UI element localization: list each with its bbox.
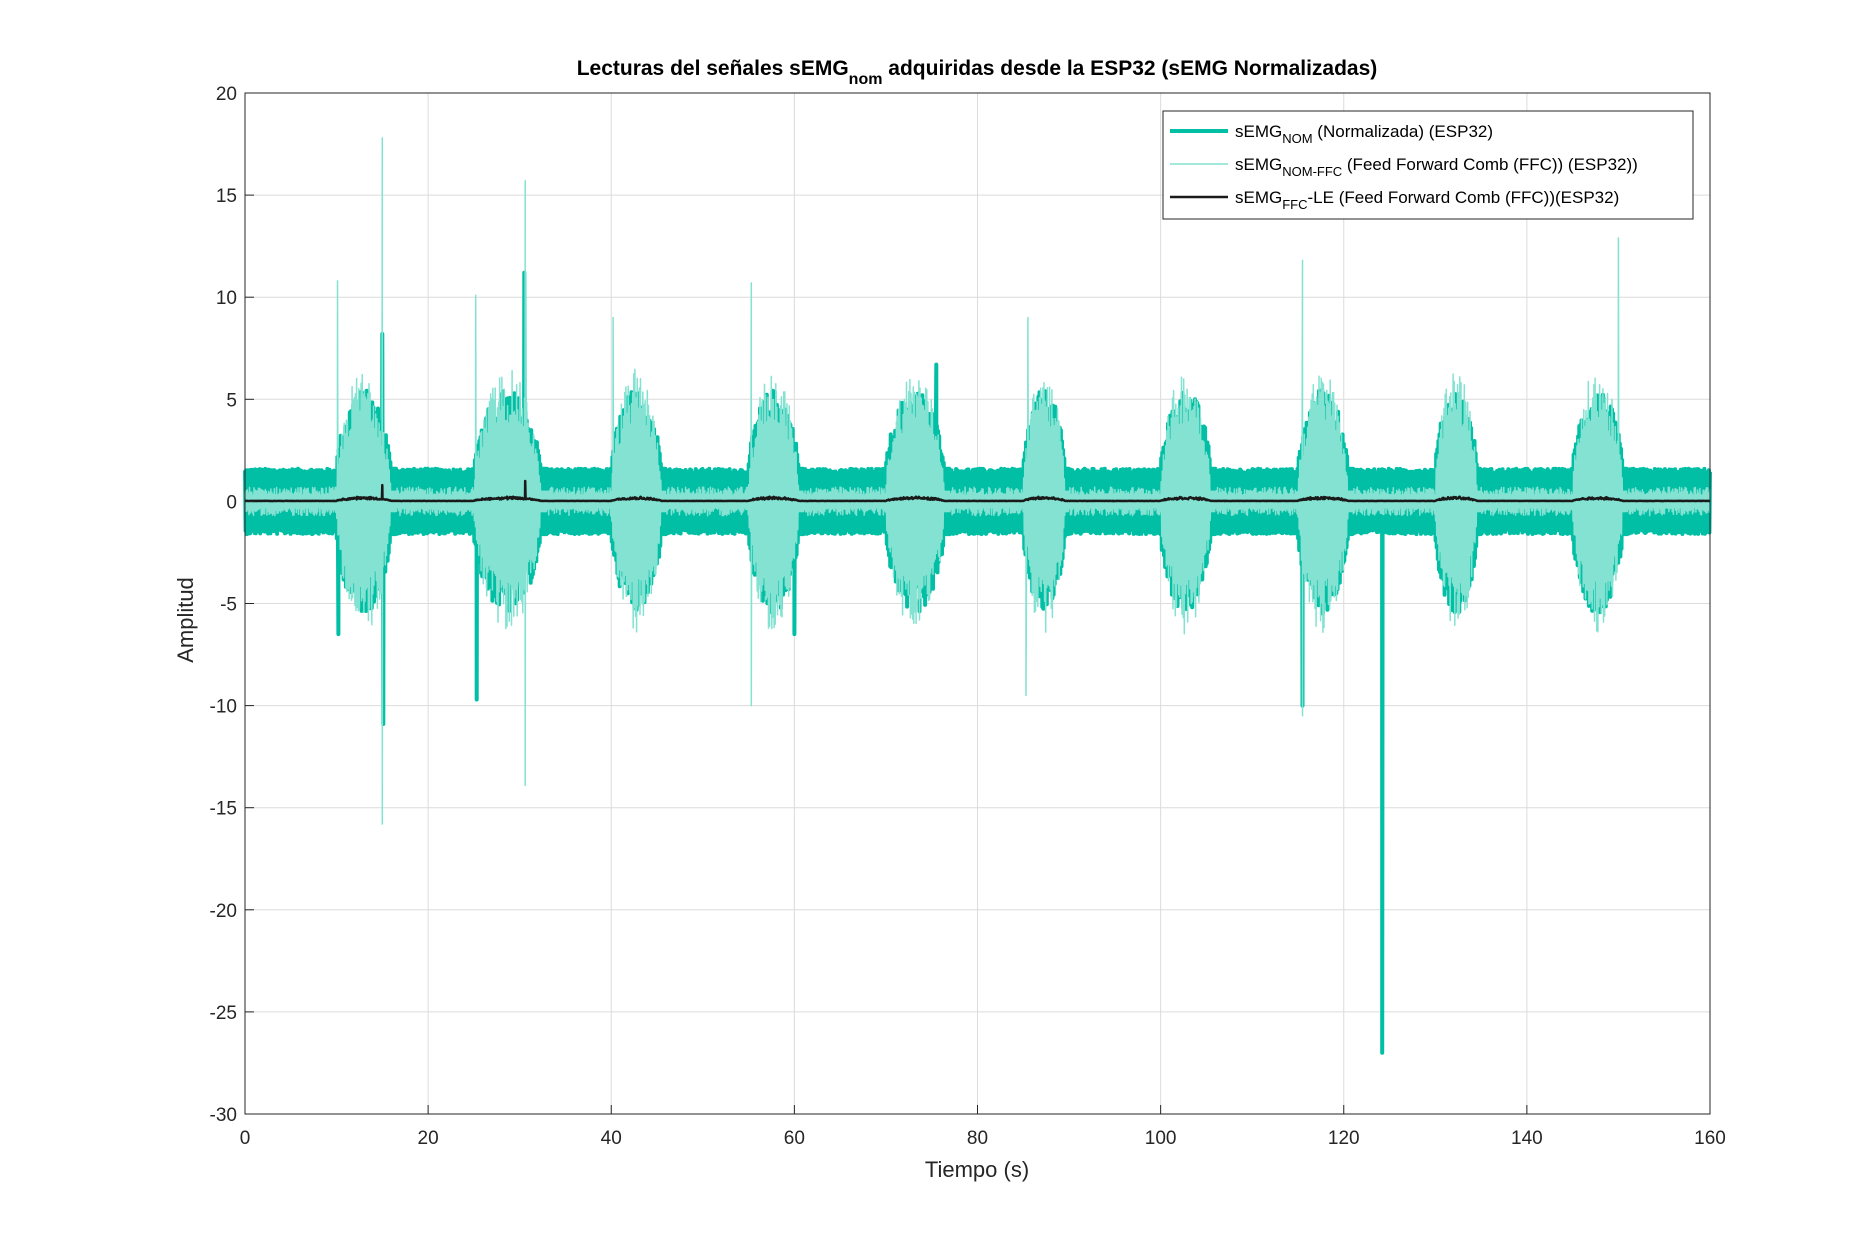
legend-entry-nom: sEMGNOM (Normalizada) (ESP32)	[1170, 122, 1493, 146]
y-tick-label: -30	[210, 1105, 237, 1126]
y-tick-label: -20	[210, 901, 237, 922]
x-tick-label: 120	[1328, 1128, 1360, 1149]
x-tick-label: 100	[1145, 1128, 1177, 1149]
x-axis-label: Tiempo (s)	[925, 1157, 1029, 1182]
legend-label-ffc: sEMGNOM-FFC (Feed Forward Comb (FFC)) (E…	[1235, 155, 1638, 179]
series-line-le	[244, 479, 1711, 503]
y-tick-label: 5	[226, 390, 237, 411]
x-tick-label: 60	[784, 1128, 805, 1149]
legend-entry-le: sEMGFFC-LE (Feed Forward Comb (FFC))(ESP…	[1170, 188, 1619, 212]
chart-title: Lecturas del señales sEMGnom adquiridas …	[577, 57, 1378, 88]
y-tick-label: -5	[220, 595, 237, 616]
series-layer	[243, 137, 1712, 1055]
ticks: 0 20 40 60 80 100 120 140 160 20 15 10 5 0 -5 -10 -15 -20…	[210, 84, 1726, 1149]
y-tick-label: 20	[216, 84, 237, 105]
x-tick-label: 0	[240, 1128, 251, 1149]
y-tick-label: 0	[226, 492, 237, 513]
legend-label-nom: sEMGNOM (Normalizada) (ESP32)	[1235, 122, 1493, 146]
legend-entry-ffc: sEMGNOM-FFC (Feed Forward Comb (FFC)) (E…	[1170, 155, 1638, 179]
x-tick-label: 40	[601, 1128, 622, 1149]
y-tick-label: -25	[210, 1003, 237, 1024]
y-tick-label: 15	[216, 186, 237, 207]
y-axis-label: Amplitud	[173, 577, 198, 663]
y-tick-label: 10	[216, 288, 237, 309]
series-line-ffc	[244, 137, 1711, 825]
x-tick-label: 80	[967, 1128, 988, 1149]
y-tick-label: -10	[210, 697, 237, 718]
x-tick-label: 160	[1694, 1128, 1726, 1149]
legend-box	[1162, 110, 1694, 220]
legend-label-le: sEMGFFC-LE (Feed Forward Comb (FFC))(ESP…	[1235, 188, 1619, 212]
legend: sEMGNOM (Normalizada) (ESP32) sEMGNOM-FF…	[1162, 110, 1694, 220]
x-tick-label: 140	[1511, 1128, 1543, 1149]
x-tick-label: 20	[418, 1128, 439, 1149]
y-tick-label: -15	[210, 799, 237, 820]
